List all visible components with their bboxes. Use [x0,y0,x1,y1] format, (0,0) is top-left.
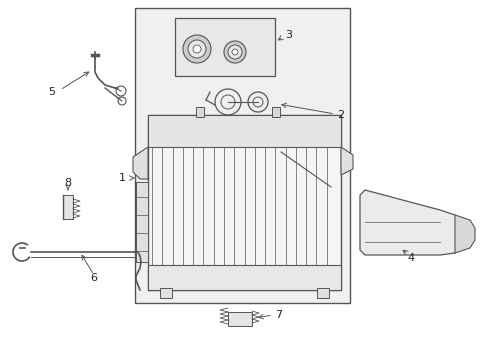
Bar [148,115,340,147]
Bar [196,107,203,117]
Bar [135,8,349,303]
Bar [136,182,148,262]
Text: 1: 1 [119,173,126,183]
Bar [227,312,251,326]
Text: 6: 6 [90,273,97,283]
Circle shape [224,41,245,63]
Polygon shape [133,147,148,179]
Text: 3: 3 [285,30,291,40]
Bar [148,115,340,290]
Bar [271,107,280,117]
Bar [160,288,172,298]
Text: 4: 4 [406,253,413,263]
Polygon shape [359,190,461,255]
Bar [63,195,73,219]
Bar [316,288,328,298]
Circle shape [231,49,238,55]
Polygon shape [340,147,352,175]
Circle shape [183,35,210,63]
Text: 7: 7 [274,310,282,320]
Text: 2: 2 [336,110,344,120]
Bar [148,265,340,290]
Circle shape [227,45,242,59]
Polygon shape [454,215,474,253]
Text: 8: 8 [64,178,71,188]
Text: 5: 5 [48,87,55,97]
Circle shape [193,45,201,53]
Bar [175,18,274,76]
Circle shape [187,40,205,58]
